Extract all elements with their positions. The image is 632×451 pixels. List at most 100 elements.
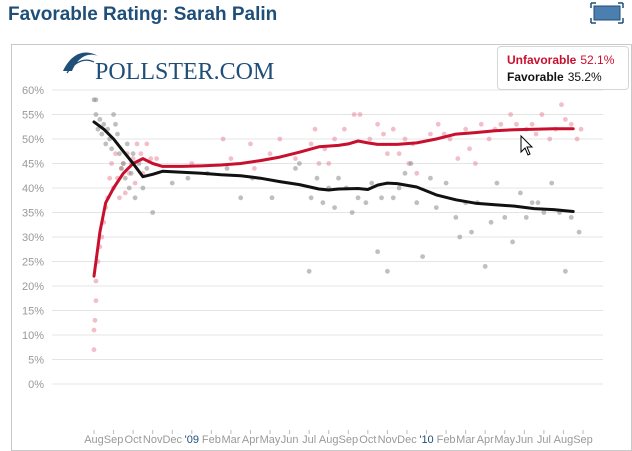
- y-tick-label: 35%: [22, 208, 44, 220]
- x-tick-label: Sep: [338, 434, 358, 446]
- y-tick-label: 40%: [22, 183, 44, 195]
- unfavorable-poll-point: [91, 327, 97, 333]
- unfavorable-poll-point: [93, 298, 99, 304]
- unfavorable-poll-point: [385, 151, 390, 157]
- favorable-poll-point: [428, 175, 433, 181]
- favorable-poll-point: [443, 180, 449, 186]
- favorable-poll-point: [113, 121, 118, 127]
- x-tick-label: Jul: [537, 434, 551, 446]
- favorable-poll-point: [238, 195, 244, 201]
- unfavorable-poll-point: [367, 136, 373, 142]
- unfavorable-poll-point: [574, 136, 580, 142]
- favorable-poll-point: [390, 195, 396, 201]
- y-tick-label: 45%: [22, 159, 44, 171]
- favorable-poll-point: [549, 180, 555, 186]
- unfavorable-poll-point: [435, 121, 441, 127]
- favorable-poll-point: [568, 215, 574, 220]
- expand-chart-button[interactable]: [590, 2, 624, 24]
- favorable-trend-line: [92, 120, 575, 213]
- favorable-poll-point: [101, 121, 107, 127]
- favorable-poll-point: [541, 210, 547, 215]
- favorable-poll-point: [224, 166, 230, 171]
- unfavorable-poll-point: [107, 175, 113, 181]
- unfavorable-poll-point: [508, 112, 514, 117]
- x-tick-label: Sep: [573, 434, 593, 446]
- x-tick-label: Apr: [242, 434, 259, 446]
- page-title: Favorable Rating: Sarah Palin: [8, 4, 278, 25]
- favorable-poll-point: [115, 131, 120, 137]
- legend-item-favorable[interactable]: Favorable 35.2%: [507, 70, 602, 84]
- favorable-poll-point: [111, 112, 116, 117]
- unfavorable-poll-point: [277, 136, 283, 142]
- favorable-poll-point: [523, 215, 529, 220]
- y-tick-label: 20%: [22, 281, 44, 293]
- x-tick-label: Sep: [104, 434, 124, 446]
- favorable-poll-point: [457, 234, 463, 240]
- favorable-poll-point: [433, 205, 439, 211]
- chart-legend: Unfavorable 52.1% Favorable 35.2%: [497, 46, 629, 90]
- favorable-poll-point: [93, 97, 99, 103]
- unfavorable-poll-point: [132, 180, 138, 186]
- x-tick-label: Nov: [378, 434, 398, 446]
- favorable-poll-point: [320, 200, 326, 206]
- legend-item-unfavorable[interactable]: Unfavorable 52.1%: [507, 53, 614, 67]
- y-tick-label: 60%: [22, 85, 44, 97]
- unfavorable-poll-point: [473, 161, 478, 166]
- y-tick-label: 55%: [22, 110, 44, 122]
- favorable-poll-point: [306, 268, 312, 274]
- x-tick-label: Jun: [515, 434, 533, 446]
- x-tick-label: May: [494, 434, 515, 446]
- favorable-poll-point: [130, 151, 136, 157]
- legend-value: 52.1%: [580, 53, 615, 67]
- favorable-poll-point: [453, 215, 459, 220]
- pollster-logo-text: POLLSTER.COM: [95, 59, 274, 85]
- unfavorable-poll-point: [138, 151, 144, 157]
- legend-value: 35.2%: [567, 70, 602, 84]
- favorable-poll-point: [109, 146, 115, 152]
- unfavorable-poll-point: [514, 121, 519, 127]
- x-tick-label: Dec: [397, 434, 417, 446]
- unfavorable-poll-point: [402, 136, 408, 142]
- favorable-poll-point: [269, 195, 275, 201]
- favorable-poll-point: [117, 151, 122, 157]
- unfavorable-poll-point: [396, 151, 402, 157]
- unfavorable-poll-point: [113, 151, 118, 157]
- favorable-poll-point: [375, 249, 381, 255]
- unfavorable-poll-point: [414, 170, 420, 176]
- pollster-logo: POLLSTER.COM: [63, 52, 274, 85]
- legend-label: Unfavorable: [507, 53, 577, 67]
- unfavorable-poll-point: [498, 121, 504, 127]
- unfavorable-poll-point: [122, 190, 128, 196]
- x-tick-label: Oct: [359, 434, 376, 446]
- favorable-poll-point: [518, 190, 523, 196]
- unfavorable-poll-point: [428, 131, 433, 137]
- unfavorable-trend-line: [92, 127, 575, 278]
- x-tick-label: Mar: [456, 434, 475, 446]
- mouse-cursor: [520, 134, 534, 156]
- unfavorable-poll-point: [559, 102, 564, 108]
- unfavorable-poll-point: [381, 131, 386, 137]
- y-tick-label: 50%: [22, 134, 44, 146]
- favorable-poll-point: [488, 219, 494, 225]
- legend-label: Favorable: [507, 70, 564, 84]
- favorable-poll-point: [355, 195, 361, 201]
- unfavorable-poll-point: [351, 112, 357, 117]
- favorable-poll-point: [420, 254, 426, 259]
- favorable-poll-point: [408, 161, 414, 166]
- favorable-poll-point: [535, 200, 541, 206]
- favorable-poll-point: [336, 175, 341, 181]
- favorable-poll-point: [126, 185, 132, 191]
- unfavorable-poll-point: [267, 151, 273, 157]
- favorable-poll-point: [494, 180, 500, 186]
- x-tick-label: '09: [185, 434, 199, 446]
- favorable-poll-point: [124, 141, 130, 147]
- y-tick-label: 15%: [22, 306, 44, 318]
- favorable-poll-point: [385, 268, 390, 274]
- favorable-poll-point: [144, 166, 150, 171]
- unfavorable-poll-point: [117, 195, 122, 201]
- unfavorable-poll-point: [578, 126, 584, 132]
- unfavorable-poll-point: [332, 136, 337, 142]
- unfavorable-poll-point: [357, 112, 363, 117]
- unfavorable-poll-point: [478, 121, 484, 127]
- x-tick-label: Dec: [162, 434, 182, 446]
